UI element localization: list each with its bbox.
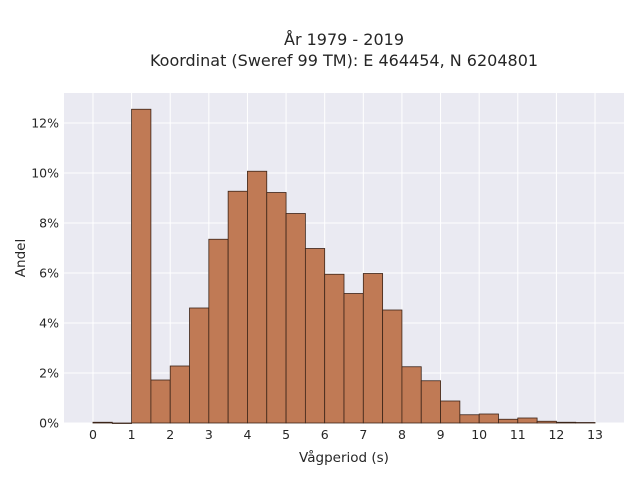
x-axis-label: Vågperiod (s) bbox=[299, 449, 389, 466]
x-tick-label: 6 bbox=[321, 427, 329, 442]
histogram-bar bbox=[478, 413, 499, 424]
histogram-bar bbox=[517, 417, 538, 424]
x-tick-label: 13 bbox=[587, 427, 603, 442]
histogram-bar bbox=[536, 420, 557, 424]
histogram-bar bbox=[285, 213, 306, 424]
x-axis-ticks: 0 1 2 3 4 5 6 7 8 9 10 11 12 13 bbox=[89, 427, 603, 442]
histogram-bar bbox=[420, 380, 441, 424]
histogram-bar bbox=[556, 421, 577, 424]
y-tick-label: 2% bbox=[39, 366, 59, 381]
histogram-bar bbox=[440, 400, 461, 424]
histogram-bar bbox=[382, 309, 403, 424]
chart-subtitle: Koordinat (Sweref 99 TM): E 464454, N 62… bbox=[150, 51, 538, 70]
histogram-bar bbox=[343, 293, 364, 424]
histogram-bar bbox=[247, 170, 268, 424]
x-tick-label: 5 bbox=[282, 427, 290, 442]
x-tick-label: 0 bbox=[89, 427, 97, 442]
y-tick-label: 4% bbox=[39, 316, 59, 331]
chart-title: År 1979 - 2019 bbox=[284, 30, 404, 49]
histogram-bar bbox=[266, 192, 287, 424]
histogram-bar bbox=[169, 365, 190, 424]
histogram-bar bbox=[208, 238, 229, 424]
histogram-bar bbox=[401, 366, 422, 424]
x-tick-label: 9 bbox=[437, 427, 445, 442]
histogram-bar bbox=[575, 422, 596, 424]
histogram-bar bbox=[111, 422, 132, 424]
y-axis-ticks: 0% 2% 4% 6% 8% 10% 12% bbox=[31, 116, 59, 431]
histogram-bar bbox=[92, 421, 113, 424]
histogram-bar bbox=[131, 108, 152, 424]
x-tick-label: 4 bbox=[243, 427, 251, 442]
y-tick-label: 12% bbox=[31, 116, 59, 131]
histogram-bar bbox=[189, 307, 210, 424]
histogram-bar bbox=[227, 190, 248, 424]
y-tick-label: 10% bbox=[31, 166, 59, 181]
x-tick-label: 10 bbox=[471, 427, 487, 442]
x-tick-label: 3 bbox=[205, 427, 213, 442]
x-tick-label: 8 bbox=[398, 427, 406, 442]
histogram-bar bbox=[324, 273, 345, 424]
histogram-bar bbox=[362, 273, 384, 424]
x-tick-label: 11 bbox=[510, 427, 526, 442]
y-tick-label: 0% bbox=[39, 416, 59, 431]
y-axis-label: Andel bbox=[13, 239, 29, 277]
y-tick-label: 8% bbox=[39, 216, 59, 231]
x-tick-label: 2 bbox=[166, 427, 174, 442]
histogram-bar bbox=[304, 248, 326, 424]
histogram-bar bbox=[459, 414, 480, 424]
y-tick-label: 6% bbox=[39, 266, 59, 281]
histogram-bar bbox=[498, 418, 519, 424]
x-tick-label: 7 bbox=[359, 427, 367, 442]
bars bbox=[92, 108, 596, 424]
x-tick-label: 1 bbox=[128, 427, 136, 442]
x-tick-label: 12 bbox=[548, 427, 564, 442]
histogram-bar bbox=[150, 379, 171, 424]
